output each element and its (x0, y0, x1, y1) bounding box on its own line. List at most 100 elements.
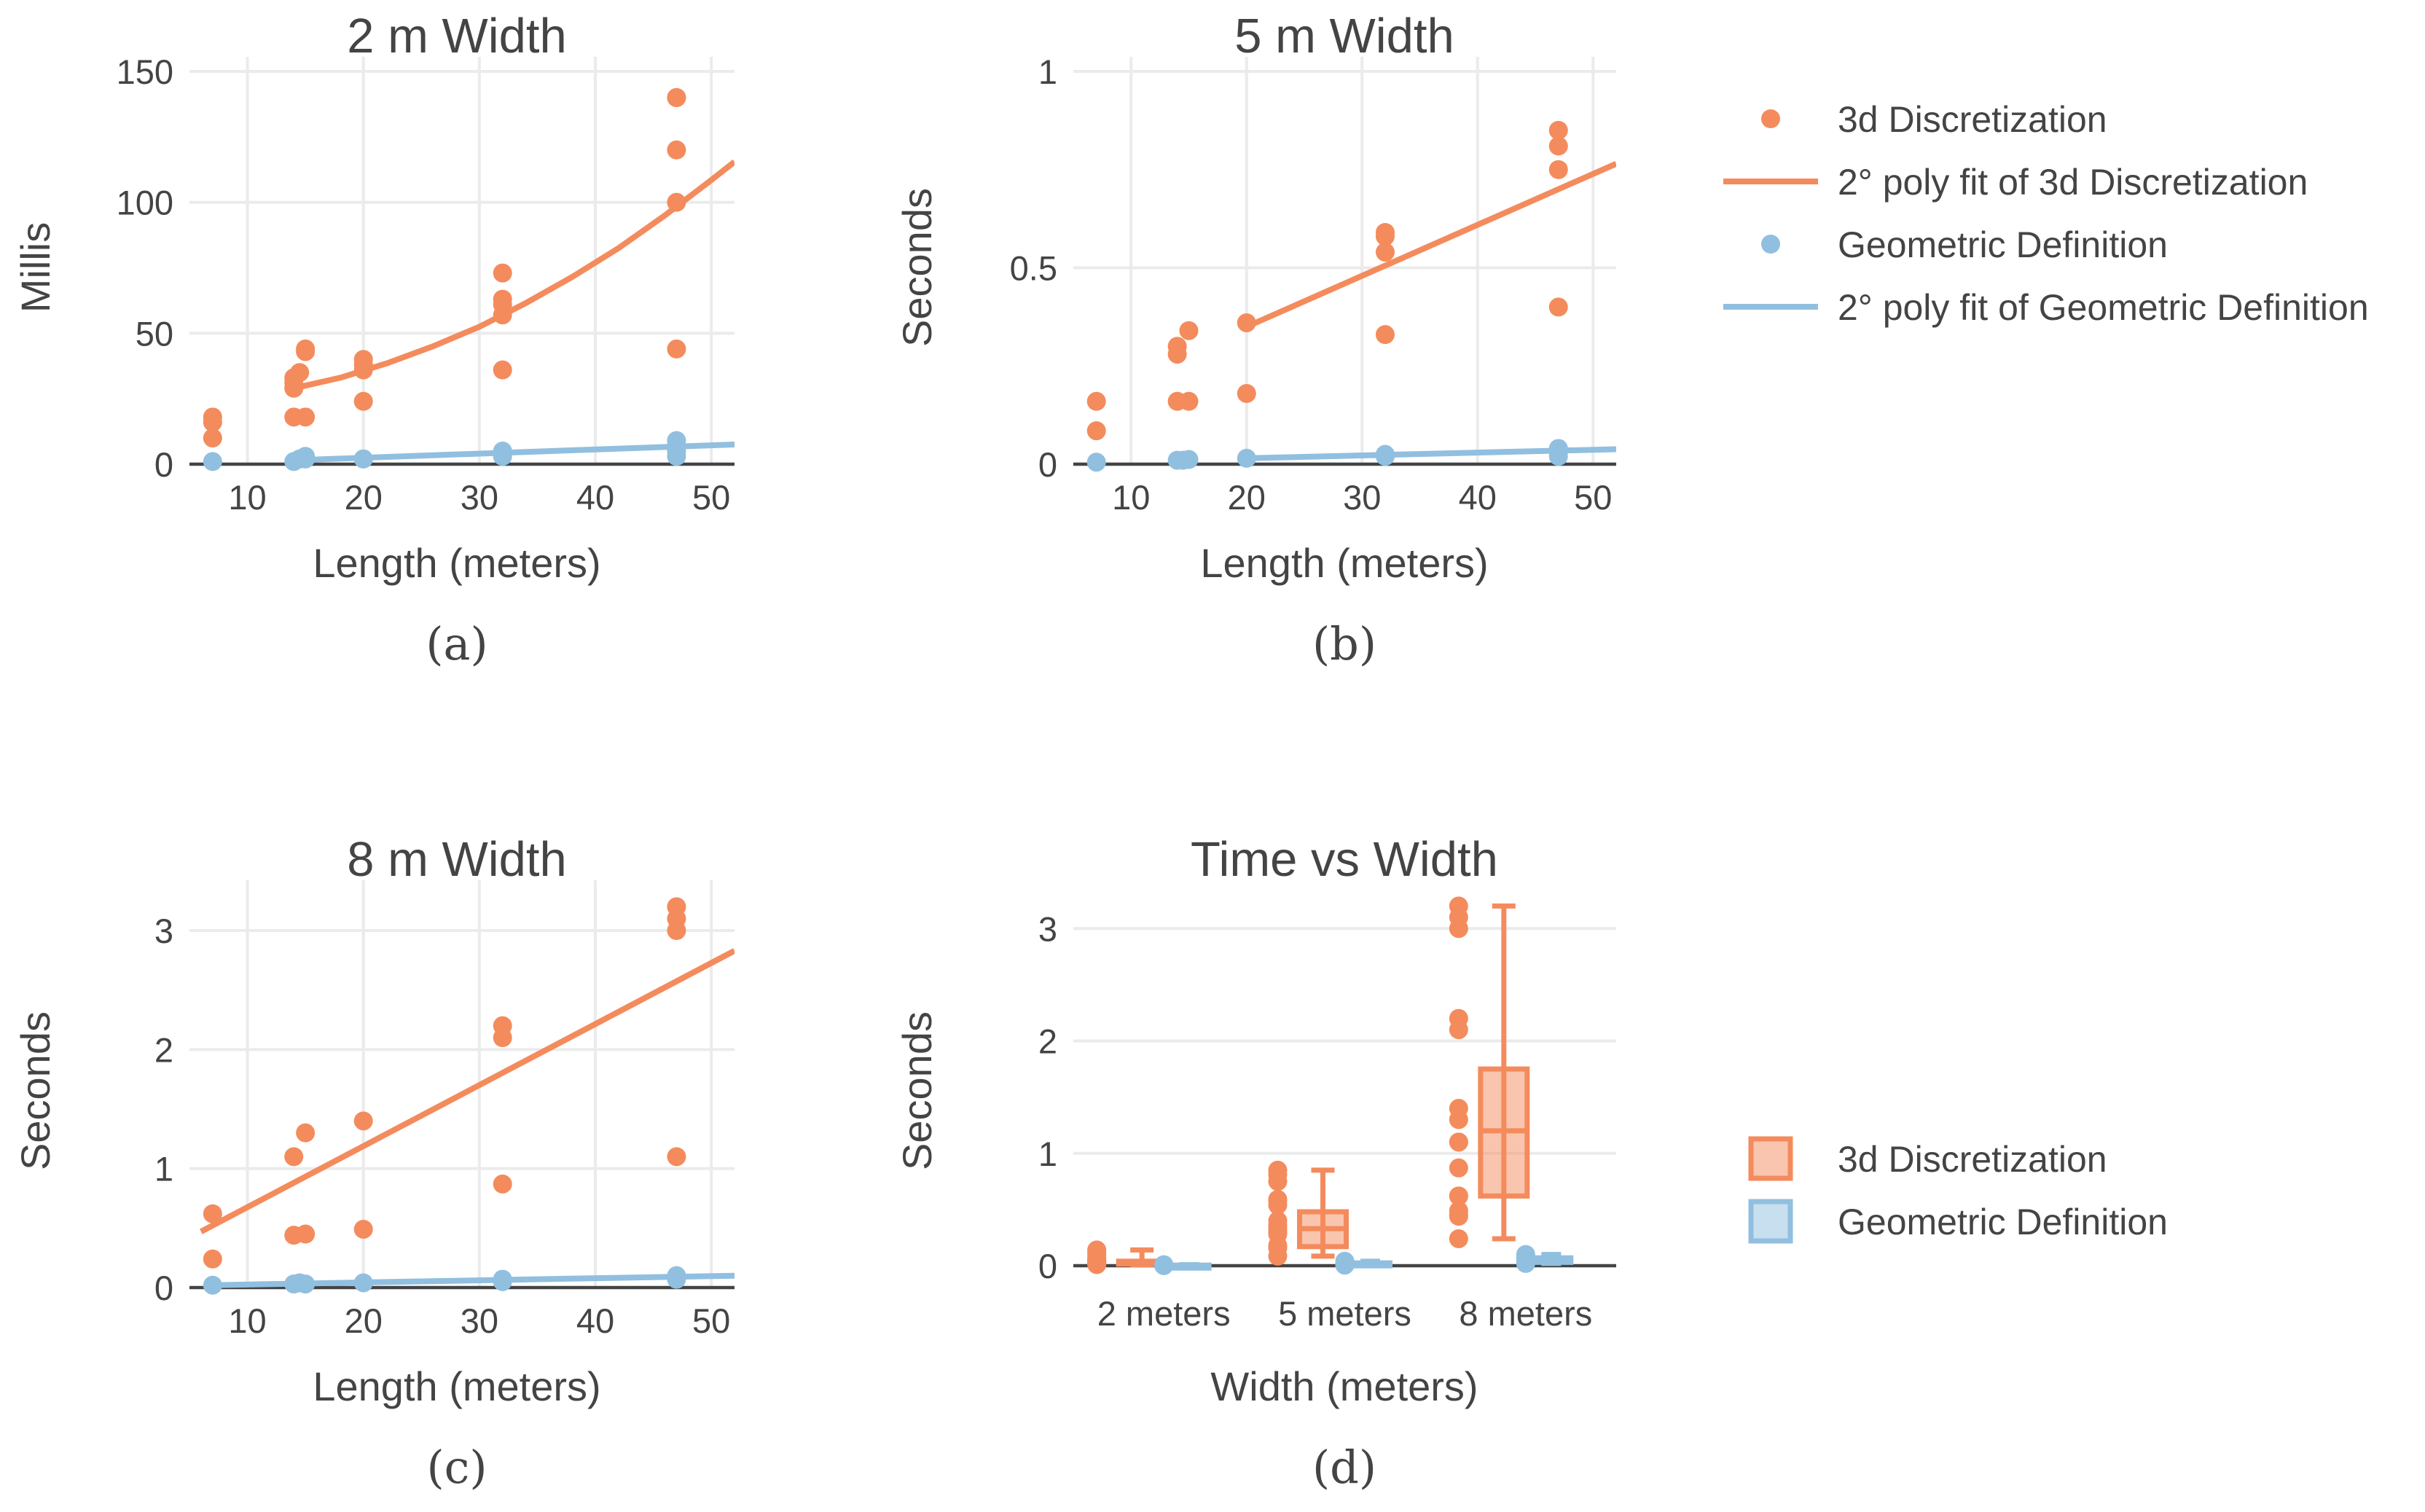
data-point-blue (1237, 448, 1256, 468)
chart-title: Time vs Width (1191, 832, 1498, 887)
data-point-orange (203, 407, 222, 427)
data-point-orange (353, 1219, 373, 1239)
y-axis-title: Seconds (894, 1011, 940, 1170)
x-tick-label: 30 (1343, 478, 1381, 517)
panel-caption: (a) (426, 617, 487, 670)
data-point-blue (203, 452, 222, 471)
data-point-orange (353, 1111, 373, 1131)
data-point-blue (353, 1273, 373, 1293)
legend-label: 2° poly fit of Geometric Definition (1838, 287, 2369, 328)
box-point-orange (1449, 1158, 1468, 1178)
data-point-blue (667, 431, 686, 450)
x-tick-label: 50 (692, 478, 730, 517)
plot-area-b (1086, 120, 1616, 472)
fit-line-orange (1245, 161, 1616, 330)
data-point-orange (290, 363, 310, 383)
data-point-orange (493, 289, 512, 309)
box-point-orange (1449, 1008, 1468, 1028)
y-tick-label: 50 (136, 314, 173, 353)
y-tick-label: 2 (1038, 1022, 1057, 1061)
x-tick-label: 40 (576, 1301, 614, 1340)
panel-caption: (c) (426, 1441, 487, 1494)
y-tick-label: 0 (154, 1269, 173, 1307)
data-point-blue (667, 1266, 686, 1285)
box-point-orange (1268, 1160, 1288, 1180)
data-point-orange (493, 1016, 512, 1035)
legend-label: Geometric Definition (1838, 1202, 2168, 1242)
data-point-orange (203, 1249, 222, 1269)
data-point-orange (353, 391, 373, 411)
x-axis-title: Length (meters) (313, 1363, 600, 1409)
data-point-blue (1375, 444, 1395, 464)
legend-marker-orange (1761, 109, 1780, 128)
category-label: 8 meters (1459, 1294, 1592, 1333)
data-point-orange (1548, 136, 1568, 156)
data-point-orange (667, 1147, 686, 1167)
box-point-orange (1449, 1099, 1468, 1119)
y-tick-label: 150 (117, 52, 173, 91)
legend-marker-blue (1761, 235, 1780, 254)
data-point-orange (296, 407, 316, 427)
data-point-orange (203, 428, 222, 448)
data-point-orange (1167, 337, 1187, 356)
data-point-blue (1548, 439, 1568, 458)
x-tick-label: 20 (345, 1301, 383, 1340)
chart-title: 8 m Width (347, 832, 567, 887)
y-axis-title: Millis (12, 222, 58, 313)
data-point-orange (296, 339, 316, 359)
y-tick-label: 100 (117, 184, 173, 222)
category-label: 5 meters (1278, 1294, 1411, 1333)
data-point-blue (203, 1275, 222, 1295)
data-point-orange (1179, 321, 1199, 340)
box-point-orange (1268, 1211, 1288, 1231)
x-tick-label: 30 (461, 1301, 498, 1340)
chart-title: 2 m Width (347, 9, 567, 63)
data-point-orange (493, 360, 512, 380)
data-point-orange (1548, 120, 1568, 140)
x-tick-label: 50 (692, 1301, 730, 1340)
data-point-orange (493, 263, 512, 283)
x-axis-title: Length (meters) (1200, 540, 1488, 586)
category-label: 2 meters (1097, 1294, 1231, 1333)
data-point-orange (1237, 313, 1256, 332)
data-point-blue (493, 442, 512, 461)
y-tick-label: 2 (154, 1030, 173, 1069)
x-tick-label: 30 (461, 478, 498, 517)
box-point-orange (1449, 1132, 1468, 1152)
data-point-orange (1086, 391, 1106, 411)
data-point-orange (296, 1224, 316, 1244)
x-tick-label: 20 (345, 478, 383, 517)
y-tick-label: 1 (154, 1150, 173, 1188)
data-point-blue (296, 1274, 316, 1294)
y-axis-title: Seconds (894, 188, 940, 347)
data-point-blue (493, 1269, 512, 1289)
data-point-orange (203, 1204, 222, 1223)
data-point-blue (353, 449, 373, 469)
data-point-orange (1179, 391, 1199, 411)
legend-label: 3d Discretization (1838, 99, 2107, 140)
data-point-orange (493, 1174, 512, 1194)
data-point-orange (1086, 421, 1106, 441)
legend-box-orange (1748, 1136, 1793, 1181)
data-point-orange (667, 339, 686, 359)
legend-label: Geometric Definition (1838, 224, 2168, 265)
x-axis-title: Length (meters) (313, 540, 600, 586)
legend-box-blue (1748, 1199, 1793, 1244)
x-tick-label: 20 (1228, 478, 1266, 517)
data-point-blue (1086, 453, 1106, 472)
y-tick-label: 1 (1038, 52, 1057, 91)
data-point-orange (1548, 160, 1568, 179)
y-tick-label: 3 (154, 912, 173, 950)
y-axis-title: Seconds (12, 1011, 58, 1170)
y-tick-label: 0 (1038, 445, 1057, 484)
data-point-orange (1375, 242, 1395, 262)
chart-title: 5 m Width (1234, 9, 1454, 63)
y-tick-label: 3 (1038, 909, 1057, 948)
data-point-blue (1179, 450, 1199, 469)
x-tick-label: 10 (1112, 478, 1150, 517)
legend-label: 3d Discretization (1838, 1139, 2107, 1180)
plot-area-a (203, 87, 734, 471)
data-point-orange (1375, 325, 1395, 345)
data-point-orange (667, 897, 686, 917)
